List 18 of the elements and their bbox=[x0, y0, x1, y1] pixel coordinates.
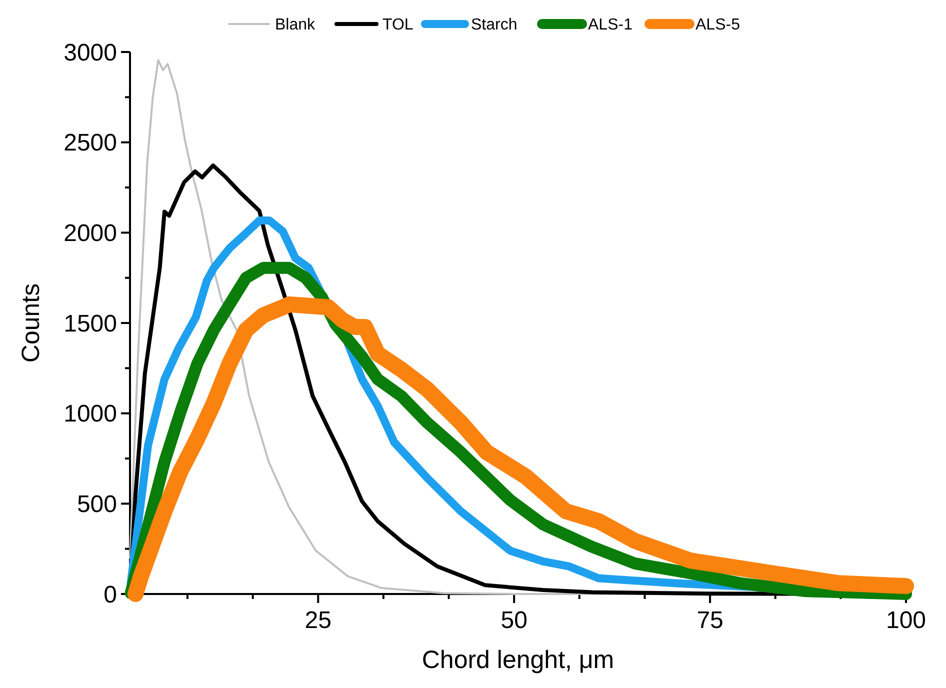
legend-label: ALS-5 bbox=[696, 16, 740, 34]
x-tick-label: 100 bbox=[886, 607, 926, 634]
legend-label: ALS-1 bbox=[588, 16, 633, 34]
y-axis-title: Counts bbox=[16, 283, 45, 363]
x-tick-label: 25 bbox=[304, 607, 332, 634]
y-tick-label: 500 bbox=[76, 491, 117, 518]
legend-label: Starch bbox=[471, 16, 518, 34]
y-tick-label: 3000 bbox=[64, 39, 117, 66]
y-tick-label: 2500 bbox=[64, 130, 117, 157]
y-tick-label: 2000 bbox=[64, 220, 117, 248]
x-tick-label: 75 bbox=[696, 607, 724, 634]
y-tick-label: 1000 bbox=[64, 400, 117, 428]
legend-label: Blank bbox=[275, 16, 316, 34]
y-tick-label: 0 bbox=[104, 581, 117, 608]
x-axis-title: Chord lenght, μm bbox=[422, 646, 614, 674]
y-tick-label: 1500 bbox=[64, 310, 117, 338]
legend-label: TOL bbox=[382, 16, 414, 34]
x-tick-label: 50 bbox=[500, 607, 528, 634]
